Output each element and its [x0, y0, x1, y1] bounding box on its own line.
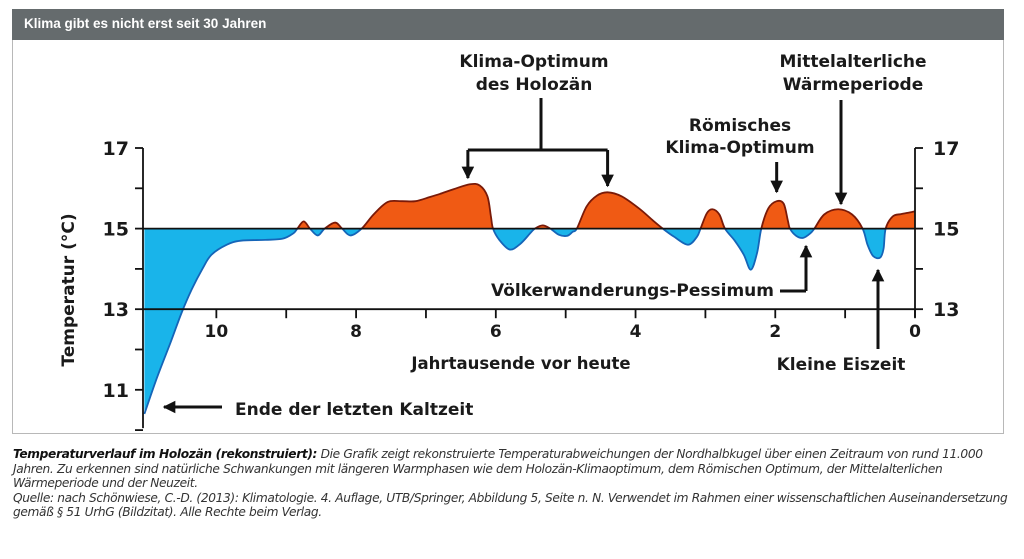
annotation-kaltzeit-label: Ende der letzten Kaltzeit — [235, 400, 473, 420]
x-tick-label: 8 — [350, 322, 362, 342]
x-tick-label: 0 — [909, 322, 921, 342]
caption-title: Temperaturverlauf im Holozän (rekonstrui… — [13, 447, 318, 461]
y-tick-label-left: 17 — [103, 138, 129, 160]
annotation-holozaen-line1: Klima-Optimum — [459, 52, 608, 72]
x-axis-label: Jahrtausende vor heute — [410, 354, 630, 373]
y-tick-label-right: 15 — [933, 219, 959, 241]
annotation-roemisch-line2: Klima-Optimum — [665, 138, 814, 158]
annotation-roemisch-line1: Römisches — [689, 116, 791, 136]
x-tick-label: 10 — [205, 322, 229, 342]
y-tick-label-left: 15 — [103, 219, 129, 241]
warm-anomaly-area — [144, 183, 915, 229]
y-tick-label-left: 11 — [103, 380, 129, 402]
y-tick-label-right: 17 — [933, 138, 959, 160]
chart-header: Klima gibt es nicht erst seit 30 Jahren — [12, 9, 1004, 40]
chart-title: Klima gibt es nicht erst seit 30 Jahren — [24, 16, 267, 31]
x-tick-label: 2 — [769, 322, 781, 342]
x-tick-label: 4 — [630, 322, 642, 342]
caption-text: Die Grafik zeigt rekonstruierte Temperat… — [13, 447, 983, 491]
y-tick-label-left: 13 — [103, 299, 129, 321]
x-tick-label: 6 — [490, 322, 502, 342]
annotation-mittelalter-line1: Mittelalterliche — [779, 52, 926, 72]
chart-frame — [12, 40, 1004, 434]
y-axis-label: Temperatur (°C) — [59, 213, 79, 366]
annotation-holozaen-line2: des Holozän — [476, 75, 593, 95]
annotation-voelker-label: Völkerwanderungs-Pessimum — [491, 281, 774, 301]
figure-caption: Temperaturverlauf im Holozän (rekonstrui… — [13, 447, 1013, 520]
y-tick-label-right: 13 — [933, 299, 959, 321]
cold-anomaly-area — [144, 228, 886, 414]
caption-source: Quelle: nach Schönwiese, C.-D. (2013): K… — [13, 490, 1008, 520]
annotation-mittelalter-line2: Wärmeperiode — [783, 75, 924, 95]
annotation-eiszeit-label: Kleine Eiszeit — [777, 355, 906, 375]
